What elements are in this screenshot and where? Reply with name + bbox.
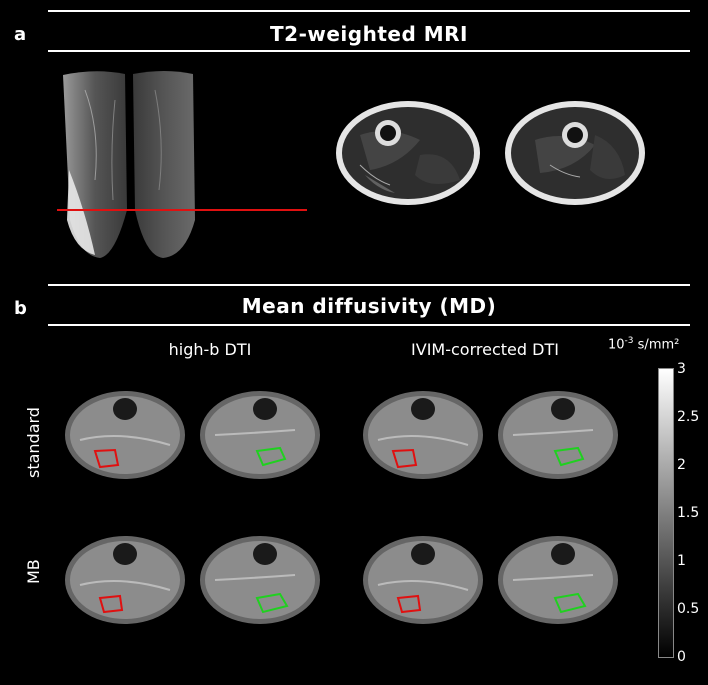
column-header-high-b-dti: high-b DTI: [168, 340, 252, 359]
panel-b-top-rule: [48, 284, 690, 286]
colorbar-tick-2: 2: [677, 457, 686, 473]
md-map-mb-ivim-right: [498, 536, 618, 624]
md-map-standard-ivim-left: [363, 391, 483, 479]
roi-green: [255, 592, 289, 614]
roi-red: [396, 594, 422, 614]
colorbar-tick-2-5: 2.5: [677, 409, 700, 425]
md-map-standard-ivim-right: [498, 391, 618, 479]
row-label-standard: standard: [24, 407, 43, 478]
colorbar-tick-1-5: 1.5: [677, 505, 700, 521]
roi-green: [255, 446, 287, 467]
coronal-t2-image: [57, 71, 307, 258]
panel-a-bottom-rule: [48, 50, 690, 52]
axial-t2-image-right: [505, 101, 645, 205]
md-map-standard-highb-left: [65, 391, 185, 479]
panel-a-title: T2-weighted MRI: [270, 22, 468, 46]
colorbar-tick-0: 0: [677, 649, 686, 665]
roi-red: [93, 448, 120, 469]
panel-b-letter: b: [14, 298, 27, 319]
panel-a-top-rule: [48, 10, 690, 12]
row-label-mb: MB: [24, 559, 43, 584]
md-map-mb-highb-right: [200, 536, 320, 624]
roi-green: [553, 592, 587, 614]
panel-b-bottom-rule: [48, 324, 690, 326]
colorbar-unit-label: 10-3 s/mm²: [608, 336, 680, 353]
panel-a-letter: a: [14, 24, 27, 45]
colorbar-tick-1: 1: [677, 553, 686, 569]
md-map-mb-ivim-left: [363, 536, 483, 624]
roi-red: [391, 448, 418, 469]
axial-t2-image-left: [336, 101, 480, 205]
panel-b-title: Mean diffusivity (MD): [241, 294, 497, 318]
colorbar: [658, 368, 674, 658]
colorbar-tick-0-5: 0.5: [677, 601, 700, 617]
md-map-standard-highb-right: [200, 391, 320, 479]
column-header-ivim-corrected-dti: IVIM-corrected DTI: [411, 340, 559, 359]
roi-red: [98, 594, 124, 614]
colorbar-tick-3: 3: [677, 361, 686, 377]
roi-green: [553, 446, 585, 467]
md-map-mb-highb-left: [65, 536, 185, 624]
